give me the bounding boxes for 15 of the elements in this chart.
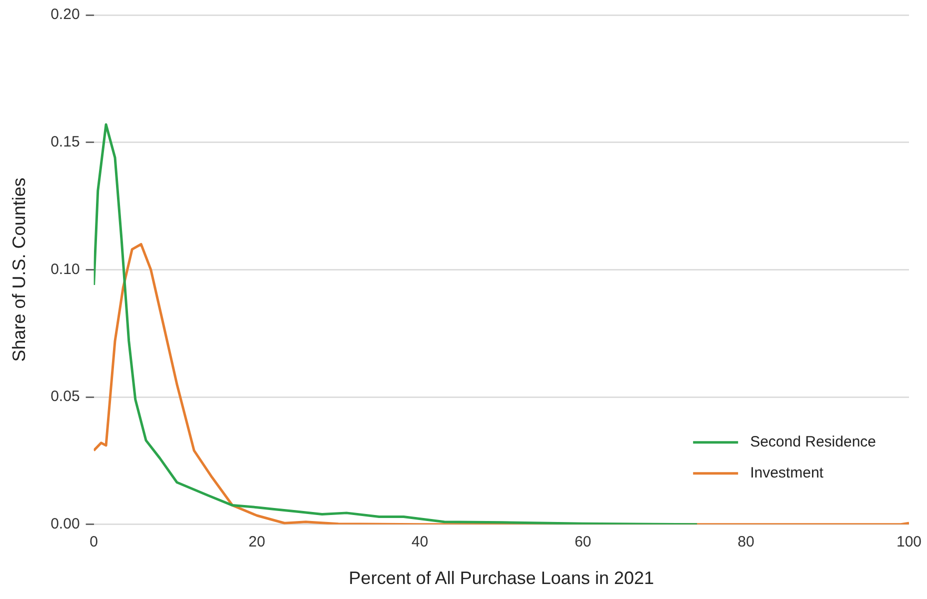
y-tick-label: 0.10 [50,260,80,278]
x-tick-label: 0 [90,534,98,551]
y-tick-label: 0.05 [50,388,80,406]
x-tick-label: 60 [574,534,592,551]
legend-label: Second Residence [750,434,876,451]
x-tick-label: 40 [412,534,428,551]
x-tick-label: 100 [896,534,922,551]
y-tick-label: 0.20 [50,6,80,24]
y-axis-title: Share of U.S. Counties [8,178,29,362]
x-tick-label: 80 [738,534,754,551]
y-tick-label: 0.00 [50,516,80,533]
y-tick-label: 0.15 [50,133,80,150]
x-tick-label: 20 [248,534,266,551]
x-axis-title: Percent of All Purchase Loans in 2021 [348,568,654,588]
legend-label: Investment [750,464,824,482]
